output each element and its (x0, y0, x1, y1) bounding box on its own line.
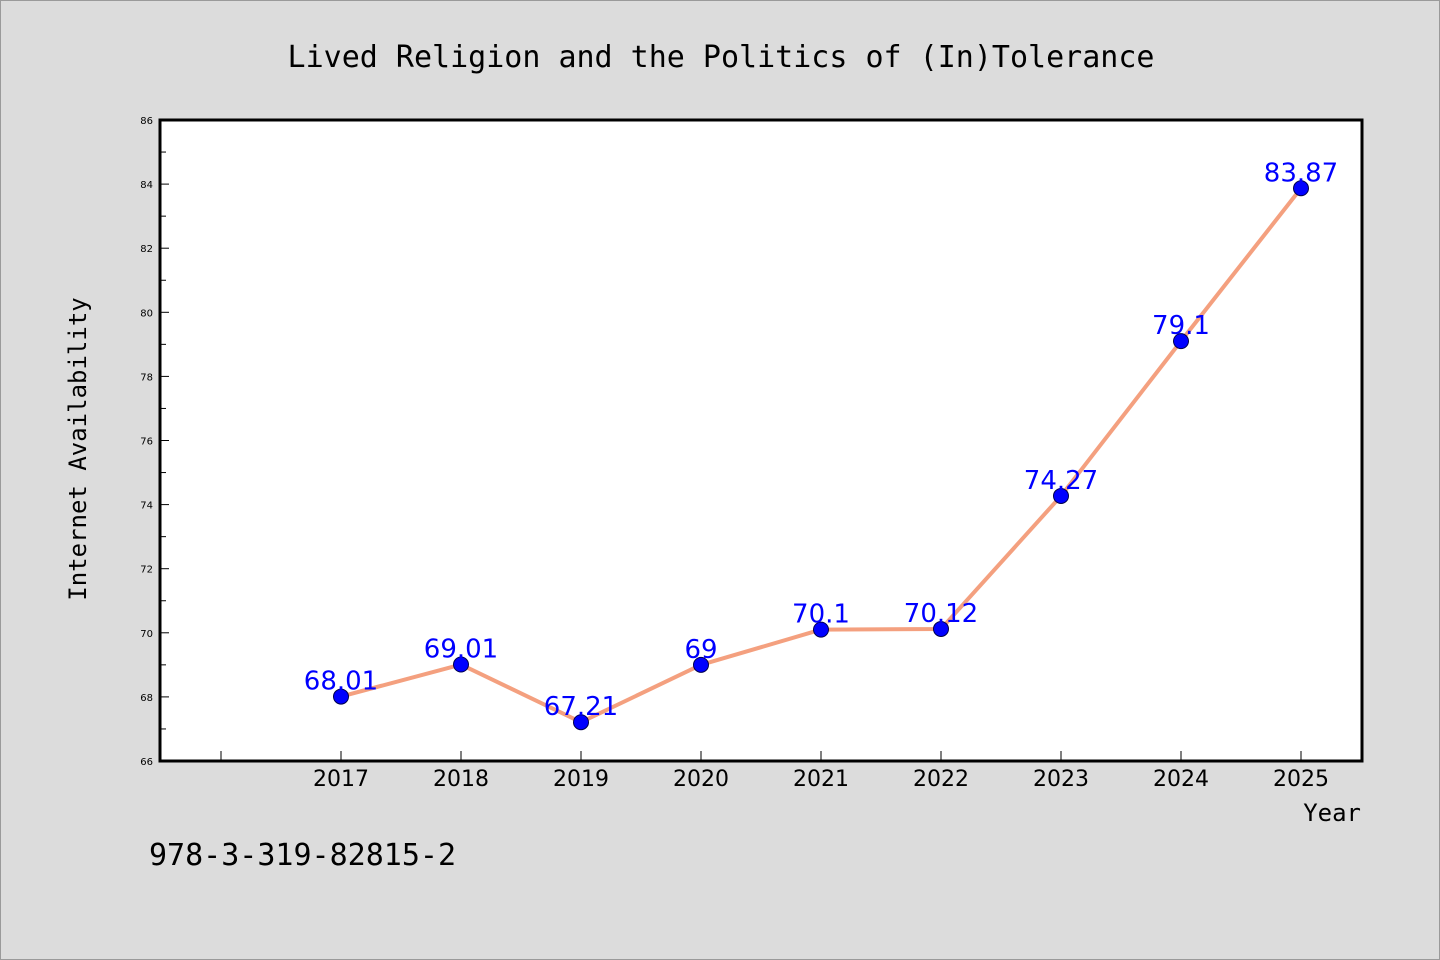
data-point (1293, 180, 1309, 197)
x-tick-label: 2019 (553, 767, 609, 792)
data-point (453, 656, 469, 673)
y-tick-label: 80 (140, 308, 153, 319)
plot-area (158, 118, 1364, 763)
data-label: 79.1 (1152, 311, 1210, 341)
y-tick-label: 82 (140, 244, 153, 255)
data-point (333, 688, 349, 705)
y-tick-label: 76 (140, 437, 153, 448)
y-tick-label: 66 (140, 757, 153, 768)
data-label: 69.01 (424, 635, 498, 665)
x-tick-label: 2022 (913, 767, 969, 792)
x-tick-label: 2023 (1033, 767, 1089, 792)
x-tick-label: 2024 (1153, 767, 1209, 792)
y-axis-label: Internet Availability (64, 297, 92, 600)
x-tick-label: 2017 (313, 767, 369, 792)
data-label: 69 (684, 635, 717, 665)
data-point (1053, 487, 1069, 504)
data-point (573, 714, 589, 731)
data-label: 68.01 (304, 667, 378, 697)
x-tick-label: 2018 (433, 767, 489, 792)
data-point (693, 656, 709, 673)
data-label: 70.1 (792, 600, 850, 630)
data-point (933, 620, 949, 637)
data-label: 70.12 (904, 599, 978, 629)
x-tick-label: 2025 (1273, 767, 1329, 792)
data-label: 74.27 (1024, 466, 1098, 496)
y-tick-label: 84 (140, 180, 153, 191)
x-tick-label: 2021 (793, 767, 849, 792)
y-tick-label: 86 (140, 116, 153, 127)
y-tick-label: 68 (140, 693, 153, 704)
data-label: 83.87 (1264, 158, 1338, 188)
x-tick-label: 2020 (673, 767, 729, 792)
data-point (1173, 333, 1189, 350)
data-points (333, 180, 1309, 731)
data-labels: 68.01 69.01 67.21 69 70.1 70.12 74.27 79.1 83.87 (304, 158, 1338, 722)
isbn-text: 978-3-319-82815-2 (149, 838, 456, 873)
y-tick-label: 70 (140, 629, 153, 640)
x-axis-label: Year (1303, 799, 1361, 827)
data-label: 67.21 (544, 692, 618, 722)
y-axis-ticks: 66 68 70 72 74 76 78 80 82 84 86 (140, 116, 169, 768)
chart-title: Lived Religion and the Politics of (In)T… (288, 40, 1155, 75)
y-tick-label: 74 (140, 501, 153, 512)
y-tick-label: 78 (140, 372, 153, 383)
x-axis-ticks: 2017 2018 2019 2020 2021 2022 2023 2024 2025 (220, 751, 1329, 792)
data-point (813, 621, 829, 638)
y-tick-label: 72 (140, 565, 153, 576)
